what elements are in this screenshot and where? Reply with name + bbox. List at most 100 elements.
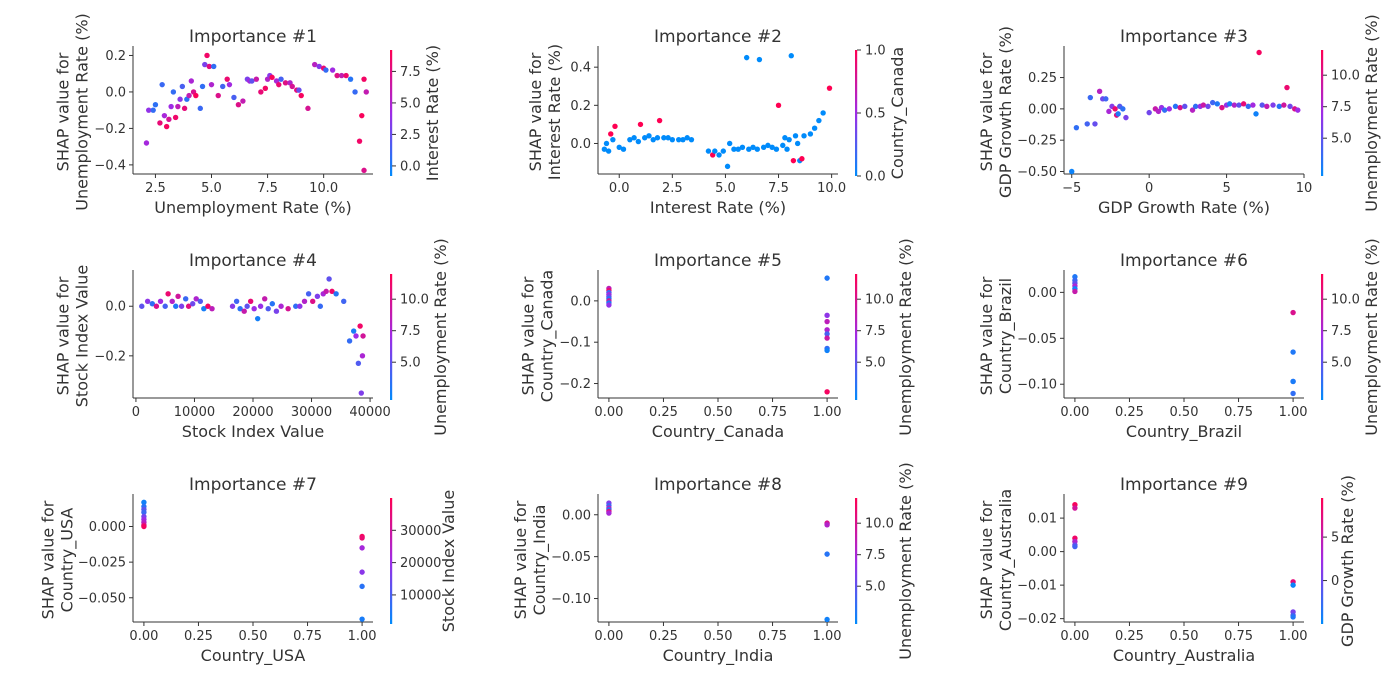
data-point [642,135,648,141]
data-point [1166,106,1172,112]
data-point [341,298,347,304]
data-point [605,148,612,154]
subplot-6: Importance #6 0.00 0.25 0.50 0.75 1.00 −0.10 −0… [977,238,1381,442]
data-point [289,83,295,90]
data-point [143,140,150,146]
subplot-8: Importance #8 0.00 0.25 0.50 0.75 1.00 −0.10 −0… [511,462,915,666]
data-point [1072,288,1078,295]
data-point [249,78,255,84]
y-axis-label-line: SHAP value for [38,500,57,619]
data-point [608,131,614,137]
subplot-7: Importance #7 0.00 0.25 0.50 0.75 1.00 −0.050 −… [38,475,458,666]
data-point [1219,104,1225,111]
data-point [784,146,790,152]
y-axis-label-line: GDP Growth Rate (%) [996,26,1015,198]
data-point [1290,378,1296,385]
colorbar [1321,274,1324,400]
data-point [226,81,233,88]
y-tick-label: −0.10 [1017,378,1057,393]
y-tick-label: 0.2 [570,99,591,114]
data-point [165,291,171,297]
data-point [359,569,365,575]
colorbar [1321,50,1324,176]
data-point [1205,103,1211,110]
y-tick-label: −0.2 [559,377,591,392]
data-point [1123,114,1129,121]
data-point [208,81,215,88]
colorbar-tick-label: 7.5 [400,65,421,80]
data-point [824,347,830,354]
y-tick-label: −0.1 [559,336,591,351]
data-point [262,85,269,91]
data-point [765,142,771,149]
colorbar-tick-label: 7.5 [1331,100,1352,115]
x-tick-label: 0.75 [293,629,322,644]
data-point [720,148,727,154]
data-point [735,146,741,152]
data-point [204,52,210,59]
data-point [282,80,289,86]
data-point [724,163,731,170]
data-point [237,306,243,312]
y-tick-label: 0.00 [1028,545,1057,560]
x-tick-label: 0.25 [649,405,678,420]
y-axis-label: SHAP value forCountry_Canada [519,270,558,402]
y-tick-label: −0.01 [1017,579,1057,594]
data-point [1069,168,1075,175]
data-point [175,103,181,110]
data-point [220,83,226,90]
colorbar [390,274,393,400]
data-point [1209,99,1216,106]
data-point [1189,107,1196,113]
x-tick-label: 0.25 [1115,405,1144,420]
subplot-title: Importance #2 [654,27,782,47]
x-axis-label: Unemployment Rate (%) [154,198,352,217]
y-axis-label: SHAP value forGDP Growth Rate (%) [977,26,1015,198]
data-point [1264,103,1270,110]
data-point [769,144,775,150]
data-point [153,303,160,309]
data-point [606,302,612,308]
data-point [1290,349,1296,355]
x-axis-label: Stock Index Value [182,422,324,441]
data-point [240,98,246,104]
y-axis-label-line: SHAP value for [526,52,545,171]
data-point [731,146,737,152]
data-point [193,296,199,302]
x-tick-label: 0.25 [1115,629,1144,644]
x-tick-label: 1.00 [348,629,377,644]
x-tick-label: 0.50 [704,629,733,644]
x-tick-label: 0 [1145,181,1153,196]
subplot-1: Importance #1 2.5 5.0 7.5 10.0 −0.4 −0.2 0.0 0.2… [54,13,442,217]
data-point [201,306,207,312]
y-tick-label: −0.02 [1017,612,1057,627]
data-point [265,306,271,312]
data-point [298,92,304,99]
data-point [760,144,767,150]
data-point [276,81,282,88]
x-tick-label: 0.00 [1060,405,1089,420]
data-point [356,138,363,144]
data-point [357,323,363,329]
subplot-2: Importance #2 0.0 2.5 5.0 7.5 10.0 0.0 0.2 0.4 In… [526,27,908,217]
x-tick-label: 10.0 [309,181,338,196]
data-point [1177,104,1183,111]
data-point [1270,102,1276,108]
y-tick-label: −0.050 [78,591,126,606]
data-point [1256,49,1262,56]
data-point [824,312,830,319]
x-tick-label: 5.0 [201,181,222,196]
x-axis-label: Country_Australia [1113,646,1255,666]
data-point [159,81,165,88]
data-point [163,123,170,130]
y-axis-label-line: Country_Brazil [996,278,1016,394]
data-point [824,327,830,333]
y-tick-label: −0.05 [1017,332,1057,347]
data-point [269,301,276,307]
data-point [824,335,830,341]
colorbar-tick-label: 5.0 [865,356,886,371]
data-point [631,135,637,141]
data-point [1250,102,1256,108]
data-point [361,76,367,82]
subplot-title: Importance #6 [1120,251,1248,271]
